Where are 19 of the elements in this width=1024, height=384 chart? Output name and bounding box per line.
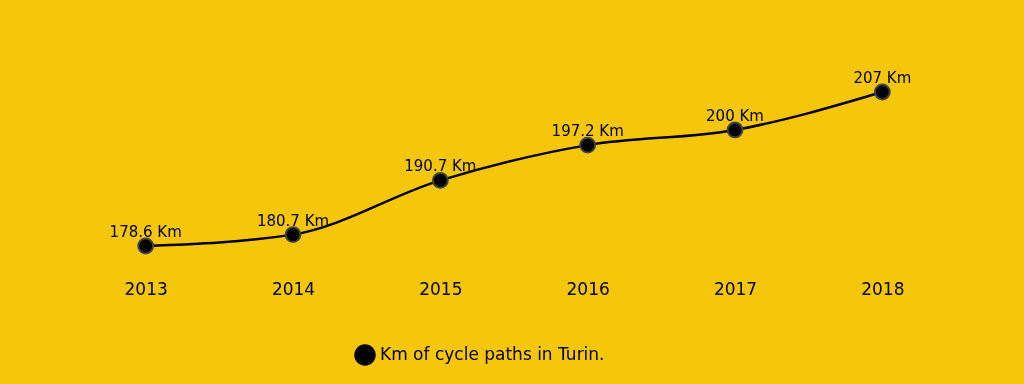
point [726, 121, 744, 139]
point [284, 226, 302, 244]
x-tick-label: 2017 [713, 278, 758, 299]
point [579, 136, 597, 154]
legend-label: Km of cycle paths in Turin. [380, 344, 605, 364]
point [873, 83, 891, 101]
data-label: 197.2 Km [551, 122, 624, 141]
point [137, 237, 155, 255]
x-tick-label: 2013 [124, 278, 168, 299]
data-label: 207 Km [853, 69, 912, 87]
data-label: 178.6 Km [109, 223, 182, 241]
x-tick-label: 2015 [419, 278, 463, 299]
data-label: 190.7 Km [404, 157, 477, 176]
x-tick-label: 2018 [861, 278, 905, 299]
x-tick-label: 2014 [271, 278, 316, 299]
data-label: 180.7 Km [256, 211, 330, 230]
point [431, 171, 449, 189]
x-tick-label: 2016 [566, 278, 610, 299]
data-label: 200 Km [706, 106, 764, 125]
